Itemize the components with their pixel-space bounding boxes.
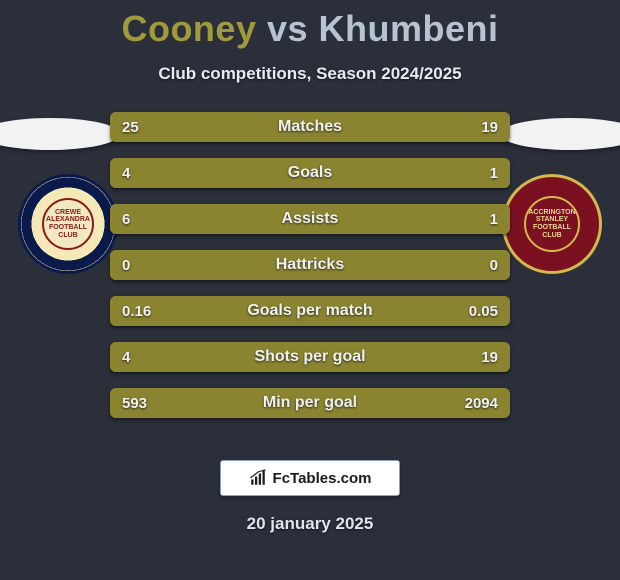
stat-value-left: 4 — [110, 342, 142, 372]
player2-name: Khumbeni — [319, 8, 499, 49]
club-crest-left-label: CREWE ALEXANDRA FOOTBALL CLUB — [42, 198, 94, 250]
stat-row: 00Hattricks — [110, 250, 510, 280]
stat-value-right: 19 — [469, 112, 510, 142]
stat-value-right: 1 — [478, 204, 510, 234]
stat-value-right: 0.05 — [457, 296, 510, 326]
stat-row: 61Assists — [110, 204, 510, 234]
subtitle: Club competitions, Season 2024/2025 — [0, 64, 620, 84]
club-crest-left: CREWE ALEXANDRA FOOTBALL CLUB — [18, 174, 118, 274]
stat-value-left: 4 — [110, 158, 142, 188]
stat-row: 2519Matches — [110, 112, 510, 142]
stats-bars: 2519Matches41Goals61Assists00Hattricks0.… — [110, 112, 510, 434]
stat-value-right: 1 — [478, 158, 510, 188]
comparison-stage: CREWE ALEXANDRA FOOTBALL CLUB ACCRINGTON… — [0, 102, 620, 442]
stat-bar-right — [180, 342, 510, 372]
brand-box: FcTables.com — [220, 460, 400, 496]
stat-value-right: 0 — [478, 250, 510, 280]
stat-value-left: 0 — [110, 250, 142, 280]
vs-text: vs — [267, 8, 308, 49]
stat-value-left: 25 — [110, 112, 151, 142]
stat-value-right: 19 — [469, 342, 510, 372]
stat-row: 0.160.05Goals per match — [110, 296, 510, 326]
stat-value-left: 0.16 — [110, 296, 163, 326]
stat-bar-left — [110, 158, 430, 188]
brand-text: FcTables.com — [273, 470, 372, 487]
comparison-title: Cooney vs Khumbeni — [0, 0, 620, 50]
chart-icon — [249, 469, 267, 487]
stat-bar-left — [110, 204, 453, 234]
stat-value-left: 593 — [110, 388, 159, 418]
stat-value-left: 6 — [110, 204, 142, 234]
player1-name: Cooney — [121, 8, 256, 49]
platform-left — [0, 118, 120, 150]
club-crest-right-label: ACCRINGTON STANLEY FOOTBALL CLUB — [524, 196, 580, 252]
club-crest-right: ACCRINGTON STANLEY FOOTBALL CLUB — [502, 174, 602, 274]
stat-row: 41Goals — [110, 158, 510, 188]
stat-row: 5932094Min per goal — [110, 388, 510, 418]
footer-date: 20 january 2025 — [0, 514, 620, 534]
stat-row: 419Shots per goal — [110, 342, 510, 372]
stat-value-right: 2094 — [453, 388, 510, 418]
platform-right — [500, 118, 620, 150]
